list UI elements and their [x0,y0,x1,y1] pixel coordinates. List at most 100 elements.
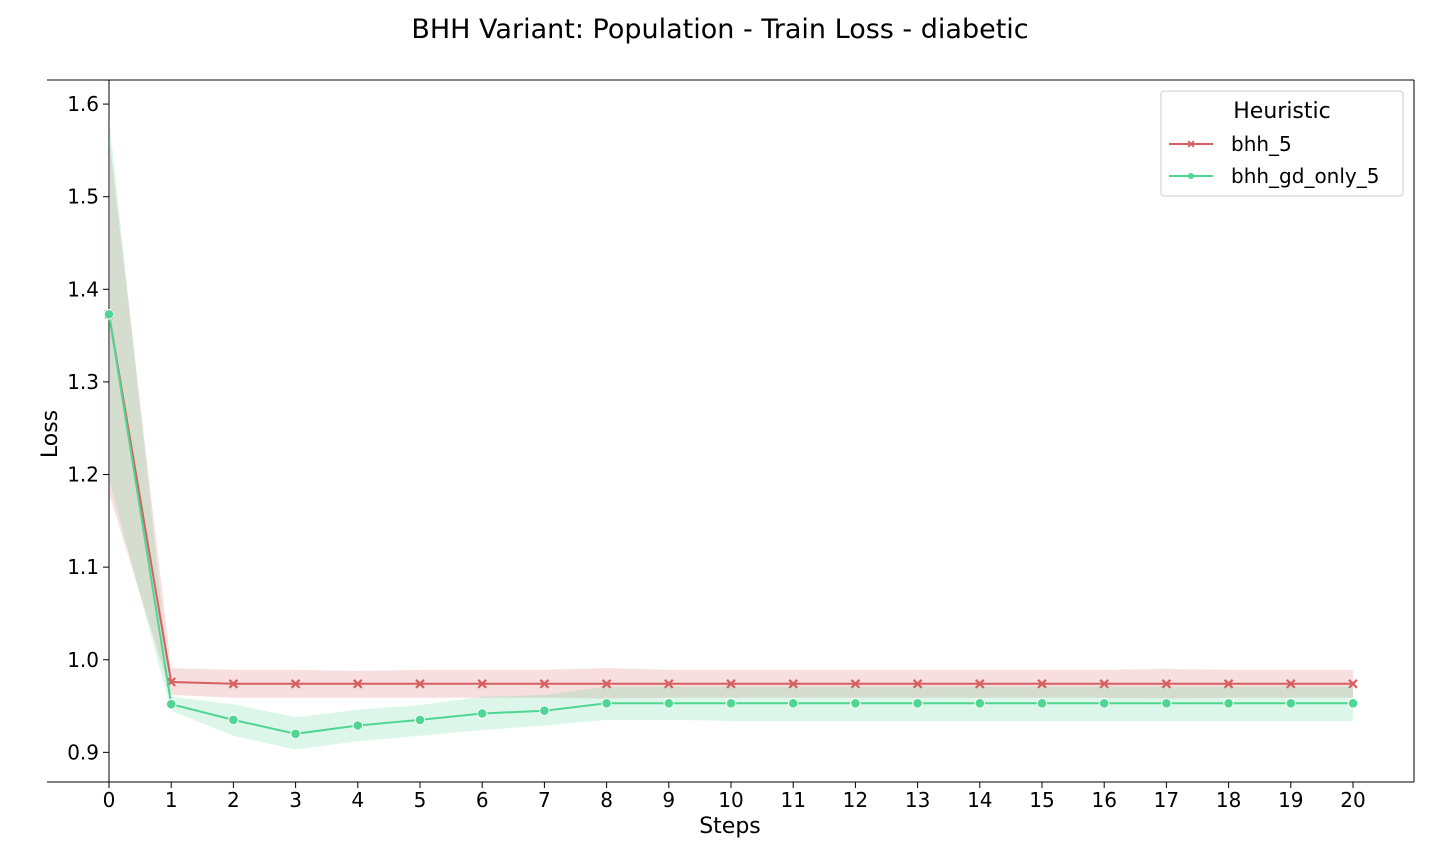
data-point-mark [975,679,985,689]
x-tick-label: 7 [538,788,551,812]
x-tick-label: 1 [165,788,178,812]
data-point-bhh_gd_only_5 [725,697,737,709]
y-tick-label: 1.3 [67,370,99,394]
data-point-bhh_5 [1037,679,1047,689]
y-tick-label: 0.9 [67,740,99,764]
data-point-bhh_5 [353,679,363,689]
legend-label: bhh_gd_only_5 [1231,164,1379,188]
data-point-bhh_5 [1348,679,1358,689]
data-point-mark [726,679,736,689]
data-point-bhh_5 [726,679,736,689]
data-point-mark [1223,679,1234,689]
data-point-bhh_5 [1161,679,1172,689]
legend-marker [1187,140,1195,148]
data-point-bhh_5 [975,679,985,689]
data-point-bhh_gd_only_5 [663,697,675,709]
data-point-bhh_gd_only_5 [290,728,301,740]
data-point-mark [290,679,301,689]
data-point-bhh_5 [1286,679,1296,689]
x-tick-label: 11 [780,788,805,812]
y-axis-title: Loss [38,410,63,458]
x-tick-label: 13 [905,788,930,812]
y-tick-label: 1.6 [67,92,99,116]
data-point-bhh_gd_only_5 [352,720,364,731]
data-point-bhh_gd_only_5 [1098,697,1110,709]
x-tick-label: 20 [1340,788,1365,812]
data-point-bhh_5 [415,679,425,689]
data-point-mark [1348,679,1358,689]
data-point-bhh_gd_only_5 [103,309,115,320]
x-tick-label: 16 [1091,788,1116,812]
data-point-bhh_5 [1099,679,1109,689]
data-point-bhh_gd_only_5 [1161,697,1172,709]
x-tick-label: 19 [1278,788,1303,812]
legend-title: Heuristic [1233,99,1330,124]
x-tick-label: 2 [227,788,240,812]
data-point-mark [1099,679,1109,689]
x-tick-label: 14 [967,788,992,812]
x-tick-label: 12 [843,788,868,812]
chart-title: BHH Variant: Population - Train Loss - d… [411,14,1028,45]
data-point-bhh_5 [788,679,798,689]
x-axis-title: Steps [699,814,761,839]
legend-entries: bhh_5 bhh_gd_only_5 [1169,132,1379,188]
data-point-bhh_gd_only_5 [414,714,426,726]
data-point-mark [539,679,550,689]
data-point-bhh_5 [912,679,923,689]
x-tick-label: 9 [662,788,675,812]
data-point-mark [912,679,923,689]
x-tick-label: 15 [1029,788,1054,812]
data-point-mark [353,679,363,689]
data-point-mark [228,679,239,689]
data-point-bhh_gd_only_5 [1036,697,1048,709]
plot-area: 0.91.01.11.21.31.41.51.60 1 2 3 4 5 6 7 8 9 10 11 12… [47,79,1415,812]
data-point-bhh_5 [850,679,861,689]
data-point-bhh_gd_only_5 [1223,697,1234,709]
data-point-mark [1286,679,1296,689]
data-point-bhh_5 [477,679,487,689]
x-tick-label: 17 [1154,788,1179,812]
x-tick-label: 18 [1216,788,1241,812]
data-point-bhh_gd_only_5 [912,697,923,709]
legend-marker [1188,173,1194,179]
series-line-bhh_5 [108,314,1353,685]
data-point-mark [850,679,861,689]
y-tick-label: 1.2 [67,463,99,487]
x-tick-label: 8 [600,788,613,812]
y-tick-label: 1.5 [67,185,99,209]
data-point-mark [664,679,674,689]
legend: Heuristic bhh_5 bhh_gd_only_5 [1160,90,1404,197]
data-point-bhh_5 [601,679,612,689]
data-point-bhh_5 [664,679,674,689]
data-point-bhh_gd_only_5 [1347,697,1359,709]
x-tick-label: 4 [351,788,364,812]
data-point-bhh_gd_only_5 [787,697,799,709]
data-point-mark [415,679,425,689]
confidence-band-bhh_5 [109,136,1353,699]
x-tick-label: 6 [476,788,489,812]
data-point-mark [788,679,798,689]
legend-box [1160,90,1404,197]
data-point-bhh_gd_only_5 [539,705,550,716]
data-point-bhh_gd_only_5 [165,698,177,710]
data-point-mark [601,679,612,689]
data-point-bhh_gd_only_5 [850,697,861,709]
y-tick-label: 1.1 [67,555,99,579]
x-tick-label: 5 [414,788,427,812]
data-point-bhh_5 [290,679,301,689]
x-tick-label: 10 [718,788,743,812]
data-point-bhh_gd_only_5 [228,714,239,726]
data-point-bhh_gd_only_5 [1285,697,1297,709]
data-point-mark [1037,679,1047,689]
data-point-bhh_5 [228,679,239,689]
confidence-band-bhh_gd_only_5 [109,118,1353,750]
data-point-bhh_gd_only_5 [476,708,488,719]
y-tick-label: 1.4 [67,277,99,301]
data-point-bhh_5 [1223,679,1234,689]
legend-label: bhh_5 [1231,132,1292,156]
data-point-bhh_gd_only_5 [974,697,986,709]
data-point-bhh_5 [539,679,550,689]
x-tick-label: 0 [103,788,116,812]
